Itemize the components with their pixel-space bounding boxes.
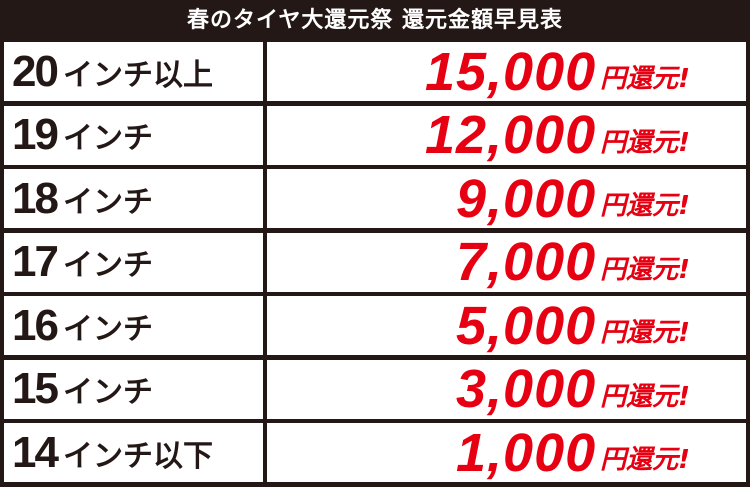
rebate-suffix: 円還元!: [600, 127, 690, 158]
size-number: 14: [12, 427, 59, 477]
rebate-cell: 1,000 円還元!: [267, 422, 746, 483]
rebate-amount: 5,000: [456, 295, 597, 356]
rebate-amount: 15,000: [424, 41, 597, 102]
tire-size-cell: 18 インチ: [4, 169, 263, 228]
size-number: 17: [12, 237, 59, 286]
table-row: 16 インチ 5,000 円還元!: [4, 295, 746, 356]
size-unit: インチ以下: [62, 438, 213, 474]
rebate-suffix: 円還元!: [600, 191, 690, 221]
rebate-suffix: 円還元!: [600, 381, 690, 412]
size-number: 18: [12, 173, 59, 223]
rebate-amount: 1,000: [456, 422, 597, 483]
rebate-suffix: 円還元!: [600, 254, 690, 285]
rebate-cell: 12,000 円還元!: [267, 105, 746, 165]
size-unit: インチ: [62, 311, 153, 347]
table-title: 春のタイヤ大還元祭 還元金額早見表: [186, 8, 563, 33]
size-number: 19: [12, 110, 59, 159]
rebate-table: 20 インチ以上 15,000 円還元! 19 インチ 12,000 円還元! 18 イン…: [4, 42, 746, 487]
rebate-cell: 3,000 円還元!: [267, 359, 746, 419]
tire-size-cell: 15 インチ: [4, 359, 263, 419]
tire-size-cell: 14 インチ以下: [4, 423, 263, 482]
rebate-amount: 12,000: [424, 105, 597, 165]
tire-size-cell: 16 インチ: [4, 296, 263, 355]
rebate-cell: 7,000 円還元!: [267, 232, 746, 292]
size-number: 16: [12, 300, 59, 350]
rebate-amount: 9,000: [456, 168, 597, 229]
tire-size-cell: 17 インチ: [4, 232, 263, 292]
rebate-cell: 9,000 円還元!: [267, 168, 746, 229]
table-row: 18 インチ 9,000 円還元!: [4, 168, 746, 229]
rebate-cell: 5,000 円還元!: [267, 295, 746, 356]
table-row: 19 インチ 12,000 円還元!: [4, 105, 746, 165]
rebate-amount: 3,000: [456, 359, 597, 419]
table-row: 15 インチ 3,000 円還元!: [4, 359, 746, 419]
tire-size-cell: 19 インチ: [4, 105, 263, 165]
table-row: 17 インチ 7,000 円還元!: [4, 232, 746, 292]
size-unit: インチ: [62, 121, 153, 156]
size-unit: インチ以上: [62, 57, 213, 93]
size-unit: インチ: [62, 375, 153, 410]
rebate-suffix: 円還元!: [600, 445, 690, 475]
rebate-suffix: 円還元!: [600, 64, 690, 94]
size-number: 20: [12, 46, 59, 96]
table-row: 20 インチ以上 15,000 円還元!: [4, 41, 746, 102]
rebate-cell: 15,000 円還元!: [267, 41, 746, 102]
size-number: 15: [12, 364, 59, 413]
tire-size-cell: 20 インチ以上: [4, 42, 263, 101]
rebate-suffix: 円還元!: [600, 318, 690, 348]
table-row: 14 インチ以下 1,000 円還元!: [4, 422, 746, 483]
rebate-amount: 7,000: [456, 232, 597, 292]
size-unit: インチ: [62, 184, 153, 220]
size-unit: インチ: [62, 248, 153, 283]
